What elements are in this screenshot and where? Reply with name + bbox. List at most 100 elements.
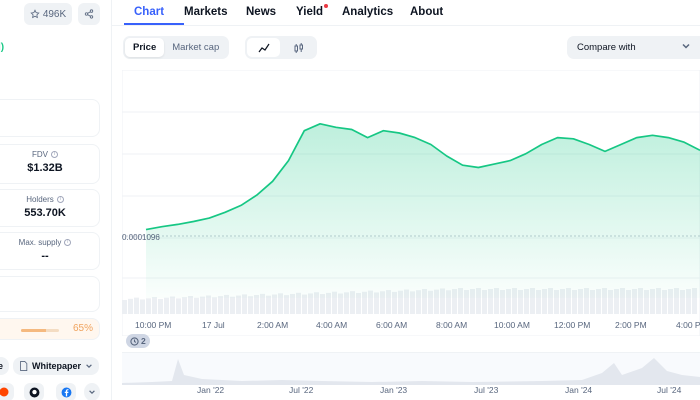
volume-bar [422,289,427,314]
volume-bar [332,291,337,314]
candlestick-icon [294,42,303,53]
volume-bar [488,289,493,314]
volume-bar [326,292,331,314]
supply-progress: 65% [0,318,100,340]
whitepaper-chip[interactable]: Whitepaper [13,357,100,375]
volume-bar [680,290,685,314]
tab-yield-label: Yield [296,6,324,18]
volume-bar [320,294,325,314]
x-tick-label: 10:00 AM [494,320,530,330]
price-chart-svg [121,69,700,337]
volume-bar [590,290,595,314]
volume-bar [530,288,535,314]
info-icon[interactable]: i [56,196,64,203]
progress-track [21,329,59,332]
volume-bar [350,291,355,314]
stat-label-holders: Holders [26,195,54,204]
volume-bar [128,298,133,314]
stat-value-holders: 553.70K [24,207,66,219]
compare-with-dropdown[interactable]: Compare with [567,36,700,59]
market-cap-toggle[interactable]: Market cap [172,42,220,53]
volume-bar [500,290,505,314]
tab-chart[interactable]: Chart [134,6,165,18]
volume-bar [536,290,541,314]
range-tick-label: Jan '24 [565,385,593,395]
x-tick-label: 2:00 AM [257,320,289,330]
stat-card-fdv: FDV i $1.32B [0,144,100,184]
range-tick-label: Jul '24 [657,385,682,395]
volume-bar [182,297,187,314]
zoom-history-badge[interactable]: 2 [126,334,150,348]
range-navigator[interactable] [122,352,700,385]
tab-analytics[interactable]: Analytics [342,6,394,18]
x-tick-label: 6:00 AM [376,320,408,330]
volume-bar [356,292,361,314]
volume-bar [146,298,151,314]
volume-bar [386,290,391,314]
share-button[interactable] [78,3,100,25]
price-area [146,123,700,298]
volume-bar [578,289,583,314]
volume-bar [548,288,553,314]
volume-bar [398,290,403,314]
volume-bar [506,289,511,314]
volume-bar [626,290,631,314]
volume-bar [608,290,613,314]
volume-bar [140,299,145,314]
volume-bar [560,289,565,314]
volume-bar [554,290,559,314]
volume-bar [452,289,457,314]
more-links-button[interactable] [84,383,100,400]
line-chart-toggle[interactable] [247,38,280,57]
stat-value-max-supply: -- [41,250,49,262]
volume-bar [494,288,499,314]
volume-bar [236,295,241,314]
volume-bar [218,296,223,314]
volume-bar [476,288,481,314]
price-toggle[interactable]: Price [125,38,165,57]
volume-bar [368,290,373,314]
tab-about[interactable]: About [410,6,444,18]
volume-bar [674,288,679,314]
facebook-icon [61,387,71,397]
volume-bar [206,295,211,314]
share-icon [84,9,94,19]
tab-yield[interactable]: Yield [296,4,329,18]
reddit-link[interactable] [0,383,14,400]
info-icon[interactable]: i [51,151,58,158]
volume-bar [524,289,529,314]
facebook-link[interactable] [56,383,76,400]
volume-bar [434,289,439,314]
volume-bar [392,291,397,314]
volume-bar [482,290,487,314]
volume-bar [314,292,319,314]
volume-bar [296,292,301,314]
active-tab-indicator [124,23,184,25]
volume-bar [260,293,265,314]
stat-label-max-supply: Max. supply [18,238,62,247]
volume-bar [596,289,601,314]
volume-bar [374,292,379,314]
website-chip[interactable]: e [0,357,10,375]
github-link[interactable] [24,383,44,400]
volume-bar [458,288,463,314]
tab-markets[interactable]: Markets [184,6,228,18]
watchlist-button[interactable]: 496K [24,3,72,25]
volume-bar [650,289,655,314]
info-icon[interactable]: i [64,239,72,246]
star-icon [30,9,40,19]
chart-type-toggle [245,36,317,59]
volume-bar [644,290,649,314]
candlestick-toggle[interactable] [282,38,315,57]
price-chart[interactable] [121,69,700,337]
tab-news[interactable]: News [246,6,277,18]
volume-bar [656,288,661,314]
volume-bar [266,295,271,314]
volume-bar [566,288,571,314]
github-icon [29,387,39,397]
website-chip-label: e [0,361,4,371]
reference-price-label: 0.0001096 [122,233,160,242]
notification-dot [324,4,329,8]
document-icon [20,361,28,371]
